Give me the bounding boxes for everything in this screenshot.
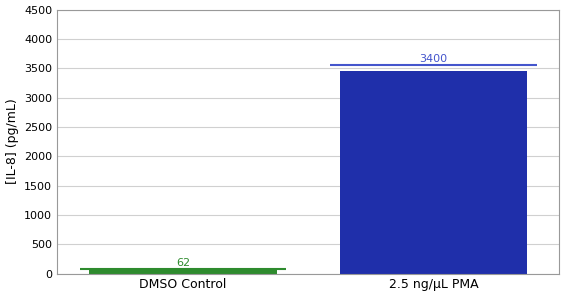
Y-axis label: [IL-8] (pg/mL): [IL-8] (pg/mL) <box>6 99 19 184</box>
Bar <box>340 71 527 274</box>
Text: 62: 62 <box>176 258 190 268</box>
Text: 3400: 3400 <box>419 54 447 64</box>
Bar <box>89 270 277 274</box>
